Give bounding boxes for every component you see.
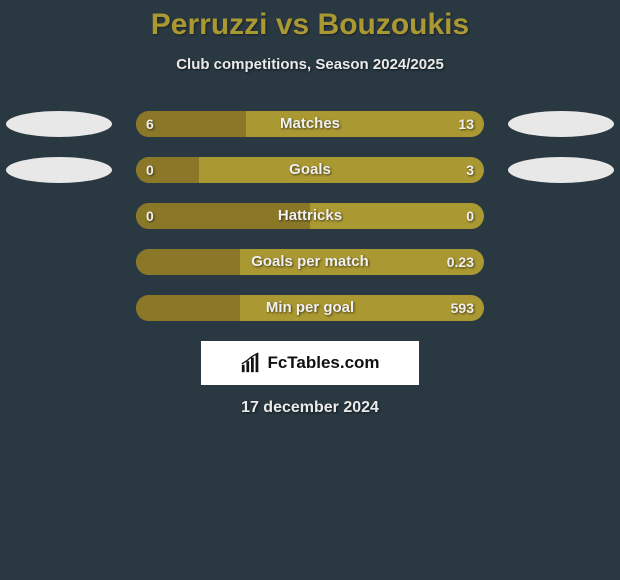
- value-right: 0.23: [447, 249, 474, 275]
- bar-track: Goals per match0.23: [136, 249, 484, 275]
- logo-text: FcTables.com: [267, 353, 379, 373]
- stat-row: 6Matches13: [0, 111, 620, 137]
- bar-track: Min per goal593: [136, 295, 484, 321]
- subtitle: Club competitions, Season 2024/2025: [0, 56, 620, 73]
- player-oval-left: [6, 157, 112, 183]
- value-right: 593: [451, 295, 474, 321]
- player-oval-left: [6, 111, 112, 137]
- value-right: 13: [458, 111, 474, 137]
- stat-label: Goals per match: [136, 249, 484, 275]
- stat-row: Min per goal593: [0, 295, 620, 321]
- date-text: 17 december 2024: [0, 399, 620, 417]
- page-title: Perruzzi vs Bouzoukis: [0, 8, 620, 42]
- stat-label: Matches: [136, 111, 484, 137]
- stat-row: 0Goals3: [0, 157, 620, 183]
- value-right: 3: [466, 157, 474, 183]
- bar-track: 0Hattricks0: [136, 203, 484, 229]
- stat-rows: 6Matches130Goals30Hattricks0Goals per ma…: [0, 111, 620, 321]
- bar-track: 0Goals3: [136, 157, 484, 183]
- stat-label: Min per goal: [136, 295, 484, 321]
- value-right: 0: [466, 203, 474, 229]
- stat-label: Goals: [136, 157, 484, 183]
- comparison-card: Perruzzi vs Bouzoukis Club competitions,…: [0, 0, 620, 417]
- bar-chart-icon: [240, 352, 262, 374]
- bar-track: 6Matches13: [136, 111, 484, 137]
- stat-row: Goals per match0.23: [0, 249, 620, 275]
- player-oval-right: [508, 111, 614, 137]
- logo-box[interactable]: FcTables.com: [201, 341, 419, 385]
- stat-label: Hattricks: [136, 203, 484, 229]
- stat-row: 0Hattricks0: [0, 203, 620, 229]
- player-oval-right: [508, 157, 614, 183]
